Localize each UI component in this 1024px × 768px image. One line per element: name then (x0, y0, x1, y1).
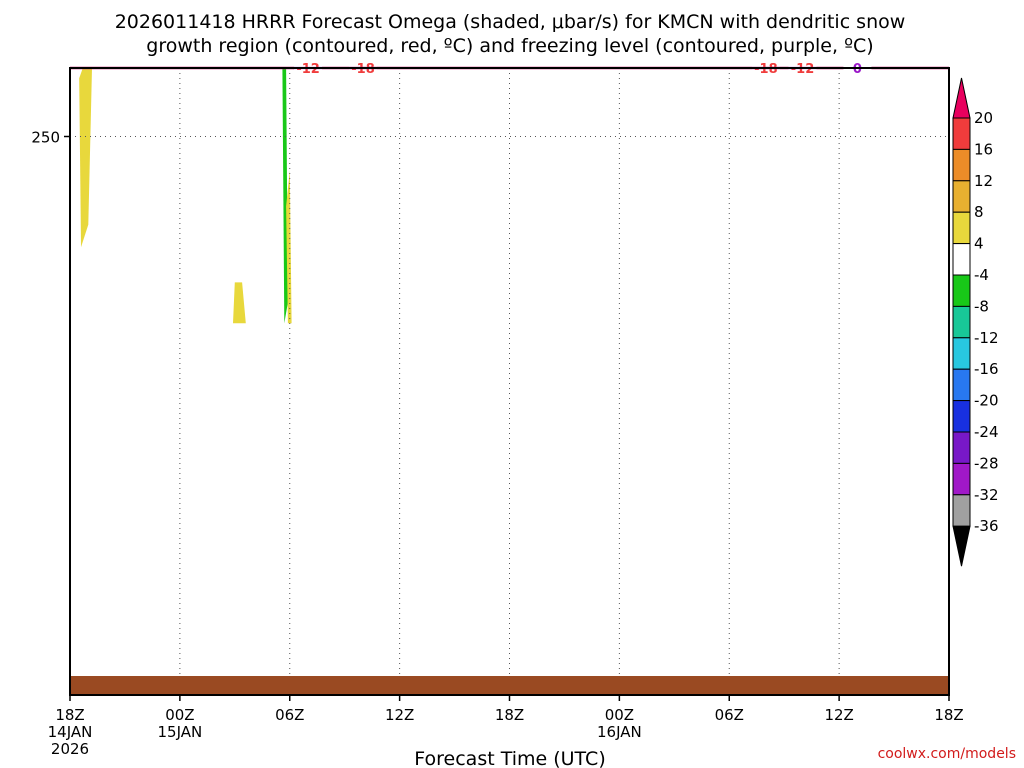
colorbar-band-7 (952, 305, 971, 339)
colorbar-band-9 (952, 368, 971, 402)
colorbar-label-4: 4 (974, 235, 984, 253)
watermark: coolwx.com/models (878, 746, 1016, 762)
colorbar-band-4 (952, 211, 971, 245)
xtick-label-24: 18Z (495, 706, 524, 724)
colorbar-band-12 (952, 462, 971, 496)
colorbar-label-13: -36 (974, 517, 999, 535)
colorbar-label-5: -4 (974, 266, 989, 284)
colorbar-label-2: 12 (974, 172, 993, 190)
xtick-label-12: 06Z (275, 706, 304, 724)
xtick-date-6: 15JAN (158, 723, 203, 741)
xtick-year-0: 2026 (51, 740, 89, 758)
contour-label-dgz-lower-1: -12 (791, 62, 815, 77)
xtick-label-42: 12Z (824, 706, 853, 724)
y-axis-ticks: 2503003504004505005506006507007508008509… (31, 129, 70, 147)
colorbar-label-6: -8 (974, 297, 989, 315)
colorbar-label-7: -12 (974, 329, 999, 347)
colorbar-label-8: -16 (974, 360, 999, 378)
xtick-label-48: 18Z (934, 706, 963, 724)
shade-green-col-3 (282, 68, 288, 324)
colorbar-band-11 (952, 431, 971, 464)
ground-terrain (70, 676, 949, 695)
x-axis-label: Forecast Time (UTC) (414, 748, 605, 768)
plot-area (70, 68, 949, 695)
colorbar-band-10 (952, 400, 971, 433)
colorbar-label-9: -20 (974, 392, 999, 410)
chart-title-line2: growth region (contoured, red, ºC) and f… (146, 35, 873, 57)
contour-label-dgz-upper-0: -18 (351, 62, 375, 77)
colorbar-label-10: -24 (974, 423, 999, 441)
shade-yellow-top-1 (233, 282, 246, 324)
colorbar-label-3: 8 (974, 203, 984, 221)
contour-label-freezing-level-0: 0 (853, 62, 862, 77)
xtick-label-18: 12Z (385, 706, 414, 724)
chart-title-line1: 2026011418 HRRR Forecast Omega (shaded, … (115, 11, 906, 33)
xtick-date-30: 16JAN (597, 723, 642, 741)
colorbar-band-2 (952, 148, 971, 182)
colorbar-band-13 (952, 494, 971, 527)
omega-shaded-regions (79, 68, 318, 324)
contour-label-dgz-lower-0: -12 (296, 62, 320, 77)
colorbar-label-11: -28 (974, 454, 999, 472)
colorbar-band-6 (952, 274, 971, 307)
xtick-label-36: 06Z (715, 706, 744, 724)
colorbar-label-0: 20 (974, 109, 993, 127)
shade-yellow-upper-1 (79, 68, 92, 248)
contour-label-dgz-upper-1: -18 (754, 62, 778, 77)
colorbar-band-3 (952, 180, 971, 213)
colorbar: 20 16 12 8 4 -4 -8 -12 -16 -20 -24 -28 -32 -36 (952, 77, 999, 567)
colorbar-label-12: -32 (974, 486, 999, 504)
xtick-label-6: 00Z (165, 706, 194, 724)
colorbar-band-5 (952, 243, 971, 276)
xtick-label-30: 00Z (605, 706, 634, 724)
colorbar-bottom-arrow (952, 525, 971, 567)
ytick-label-250: 250 (31, 129, 60, 147)
colorbar-band-1 (952, 117, 971, 150)
colorbar-label-1: 16 (974, 140, 993, 158)
colorbar-band-8 (952, 337, 971, 370)
colorbar-top-arrow (952, 77, 971, 119)
xtick-label-0: 18Z (55, 706, 84, 724)
xtick-date-0: 14JAN (48, 723, 93, 741)
